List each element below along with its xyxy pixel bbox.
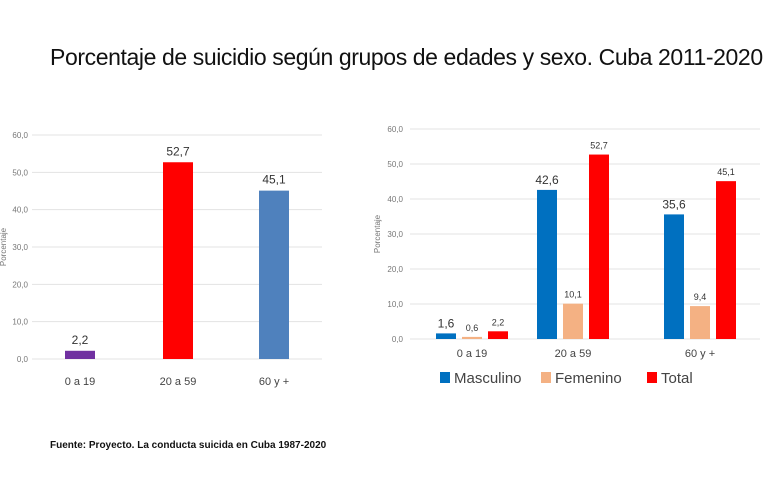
y-tick-label: 40,0 <box>387 195 403 204</box>
x-tick-label: 0 a 19 <box>457 348 488 360</box>
bar-60-y-+ <box>259 190 289 359</box>
data-label: 35,6 <box>662 197 686 211</box>
y-tick-label: 30,0 <box>12 243 28 252</box>
x-tick-label: 60 y + <box>259 376 289 388</box>
source-note: Fuente: Proyecto. La conducta suicida en… <box>50 440 327 451</box>
data-label: 2,2 <box>72 333 89 347</box>
x-tick-label: 60 y + <box>685 348 715 360</box>
bar-masculino <box>537 189 557 339</box>
bar-total <box>488 331 508 339</box>
y-tick-label: 0,0 <box>17 355 29 364</box>
bar-0-a-19 <box>65 350 95 359</box>
data-label: 52,7 <box>590 141 608 151</box>
x-tick-label: 0 a 19 <box>65 376 96 388</box>
y-tick-label: 10,0 <box>12 318 28 327</box>
legend-label-total: Total <box>661 370 693 387</box>
bar-20-a-59 <box>163 162 193 359</box>
bar-masculino <box>436 333 456 339</box>
bar-masculino <box>664 214 684 339</box>
legend-label-femenino: Femenino <box>555 370 622 387</box>
bar-total <box>716 181 736 339</box>
data-label: 2,2 <box>492 317 505 327</box>
y-tick-label: 20,0 <box>387 265 403 274</box>
data-label: 52,7 <box>166 144 190 158</box>
y-axis-label: Porcentaje <box>0 227 8 266</box>
legend-swatch-femenino <box>541 372 551 383</box>
data-label: 42,6 <box>535 173 559 187</box>
x-tick-label: 20 a 59 <box>160 376 197 388</box>
y-tick-label: 50,0 <box>12 168 28 177</box>
legend-label-masculino: Masculino <box>454 370 522 387</box>
y-tick-label: 40,0 <box>12 206 28 215</box>
y-tick-label: 50,0 <box>387 160 403 169</box>
data-label: 45,1 <box>262 173 286 187</box>
y-tick-label: 60,0 <box>12 131 28 140</box>
chart-title: Porcentaje de suicidio según grupos de e… <box>50 44 763 70</box>
data-label: 45,1 <box>717 167 735 177</box>
x-tick-label: 20 a 59 <box>555 348 592 360</box>
y-axis-label: Porcentaje <box>373 214 382 253</box>
y-tick-label: 0,0 <box>392 335 404 344</box>
y-tick-label: 10,0 <box>387 300 403 309</box>
legend-swatch-masculino <box>440 372 450 383</box>
data-label: 10,1 <box>564 290 582 300</box>
bar-total <box>589 154 609 339</box>
data-label: 9,4 <box>694 292 707 302</box>
bar-femenino <box>690 306 710 339</box>
data-label: 1,6 <box>438 316 455 330</box>
y-tick-label: 30,0 <box>387 230 403 239</box>
data-label: 0,6 <box>466 323 479 333</box>
bar-femenino <box>462 336 482 339</box>
y-tick-label: 20,0 <box>12 280 28 289</box>
y-tick-label: 60,0 <box>387 125 403 134</box>
legend-swatch-total <box>647 372 657 383</box>
bar-femenino <box>563 303 583 339</box>
